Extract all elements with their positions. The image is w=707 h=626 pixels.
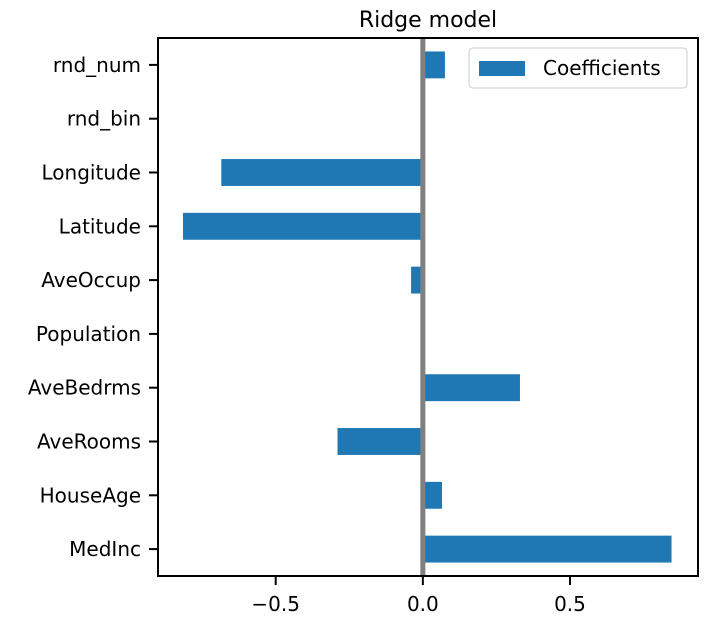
x-axis: −0.5 0.0 0.5 <box>251 576 586 616</box>
legend: Coefficients <box>468 47 688 89</box>
y-tick-label: Latitude <box>59 214 141 238</box>
y-tick-label: AveBedrms <box>28 376 141 400</box>
plot-frame <box>157 37 699 577</box>
y-tick-label: rnd_num <box>53 53 141 77</box>
y-tick-label: Population <box>36 322 141 346</box>
y-tick-label: AveOccup <box>41 268 141 292</box>
legend-box <box>468 47 688 89</box>
bar-rnd_num <box>422 51 445 79</box>
y-tick-label: MedInc <box>69 537 141 561</box>
x-tick-label: 0.0 <box>407 592 439 616</box>
y-tick-label: Longitude <box>42 161 141 185</box>
bar-aveoccup <box>411 266 423 294</box>
bar-medinc <box>422 535 672 563</box>
bar-houseage <box>422 481 442 509</box>
legend-label: Coefficients <box>543 56 661 80</box>
y-axis: MedInc HouseAge AveRooms AveBedrms Populatio… <box>28 53 158 561</box>
bar-latitude <box>183 212 423 240</box>
chart-title: Ridge model <box>359 8 497 33</box>
y-tick-label: rnd_bin <box>67 107 141 131</box>
bar-averooms <box>337 428 423 455</box>
x-tick-label: 0.5 <box>554 592 586 616</box>
y-tick-label: HouseAge <box>40 483 141 507</box>
y-tick-label: AveRooms <box>37 430 141 454</box>
x-tick-label: −0.5 <box>251 592 300 616</box>
bars-group <box>183 51 672 563</box>
bar-avebedrms <box>422 374 520 402</box>
legend-swatch <box>479 61 525 76</box>
bar-longitude <box>221 159 423 186</box>
